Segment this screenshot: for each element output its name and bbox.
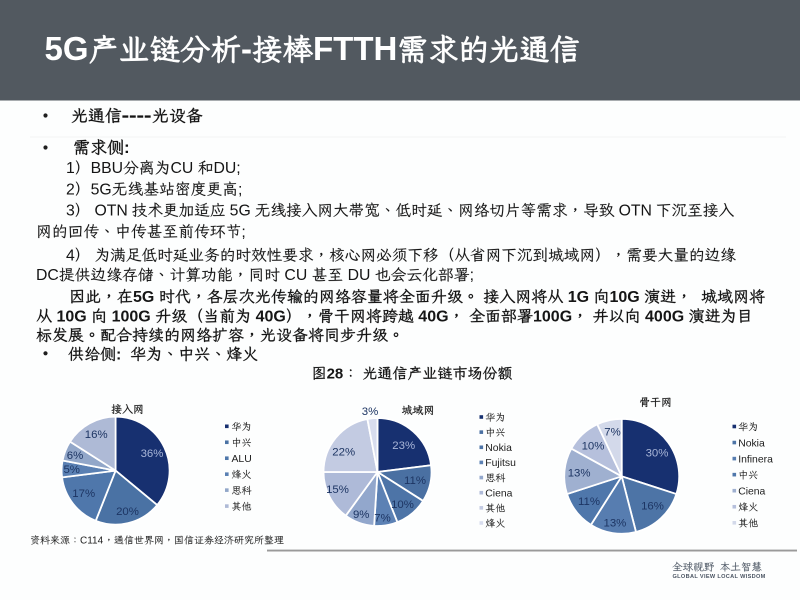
svg-text:GLOBAL VIEW LOCAL WISDOM: GLOBAL VIEW LOCAL WISDOM bbox=[673, 574, 766, 580]
svg-text:400G: 400G bbox=[645, 309, 684, 326]
svg-text:36%: 36% bbox=[141, 448, 164, 460]
svg-text:10G: 10G bbox=[609, 289, 639, 306]
svg-text:1: 1 bbox=[66, 160, 75, 177]
svg-text:Infinera: Infinera bbox=[738, 454, 773, 465]
svg-text:11%: 11% bbox=[578, 496, 600, 508]
svg-text:13%: 13% bbox=[568, 468, 591, 480]
svg-text:22%: 22% bbox=[332, 446, 355, 458]
svg-text:6%: 6% bbox=[67, 450, 83, 462]
svg-text:DU: DU bbox=[348, 267, 371, 284]
svg-text:2: 2 bbox=[66, 181, 75, 198]
svg-text::: : bbox=[124, 138, 130, 157]
svg-text:5G: 5G bbox=[91, 181, 112, 198]
svg-text:;: ; bbox=[238, 181, 242, 198]
svg-text:3%: 3% bbox=[362, 406, 378, 418]
svg-text:10%: 10% bbox=[391, 499, 414, 511]
svg-text:ALU: ALU bbox=[232, 454, 252, 465]
svg-text:Fujitsu: Fujitsu bbox=[485, 458, 516, 469]
svg-text:23%: 23% bbox=[392, 440, 415, 452]
svg-text:5%: 5% bbox=[63, 464, 79, 476]
svg-text:Ciena: Ciena bbox=[738, 486, 765, 497]
svg-text:15%: 15% bbox=[326, 484, 349, 496]
svg-text:10%: 10% bbox=[582, 441, 605, 453]
svg-text:OTN: OTN bbox=[619, 203, 652, 220]
svg-text:20%: 20% bbox=[116, 506, 139, 518]
svg-text:;: ; bbox=[241, 224, 245, 241]
svg-text:C114: C114 bbox=[80, 536, 104, 547]
svg-text:Nokia: Nokia bbox=[485, 443, 512, 454]
svg-text:13%: 13% bbox=[603, 517, 626, 529]
svg-text:100G: 100G bbox=[533, 309, 572, 326]
svg-text:CU: CU bbox=[170, 160, 193, 177]
svg-text:3: 3 bbox=[66, 203, 75, 220]
svg-text:-: - bbox=[241, 30, 252, 67]
svg-text:1G: 1G bbox=[568, 289, 589, 306]
svg-text:28: 28 bbox=[327, 365, 344, 382]
svg-text::: : bbox=[116, 347, 121, 364]
svg-text:7%: 7% bbox=[374, 513, 390, 525]
svg-text:40G: 40G bbox=[418, 309, 448, 326]
svg-text:4: 4 bbox=[66, 247, 75, 264]
svg-text:5G: 5G bbox=[230, 203, 251, 220]
svg-text:16%: 16% bbox=[641, 501, 664, 513]
svg-text:BBU: BBU bbox=[91, 160, 123, 177]
svg-text:30%: 30% bbox=[646, 447, 669, 459]
svg-text:5G: 5G bbox=[45, 30, 89, 67]
svg-text:11%: 11% bbox=[404, 475, 426, 487]
svg-text:9%: 9% bbox=[353, 509, 369, 521]
svg-text:100G: 100G bbox=[112, 309, 151, 326]
svg-text:Ciena: Ciena bbox=[485, 488, 512, 499]
svg-text:5G: 5G bbox=[133, 289, 154, 306]
svg-text:OTN: OTN bbox=[95, 203, 128, 220]
svg-text:DU;: DU; bbox=[213, 160, 240, 177]
svg-text:10G: 10G bbox=[56, 309, 86, 326]
svg-text:7%: 7% bbox=[604, 426, 620, 438]
svg-text:16%: 16% bbox=[85, 429, 108, 441]
svg-text:40G: 40G bbox=[256, 309, 286, 326]
svg-text:FTTH: FTTH bbox=[313, 30, 397, 67]
svg-text:CU: CU bbox=[284, 267, 307, 284]
svg-text:Nokia: Nokia bbox=[738, 438, 765, 449]
svg-text:;: ; bbox=[470, 267, 474, 284]
svg-text:DC: DC bbox=[36, 267, 59, 284]
svg-text:17%: 17% bbox=[72, 488, 95, 500]
